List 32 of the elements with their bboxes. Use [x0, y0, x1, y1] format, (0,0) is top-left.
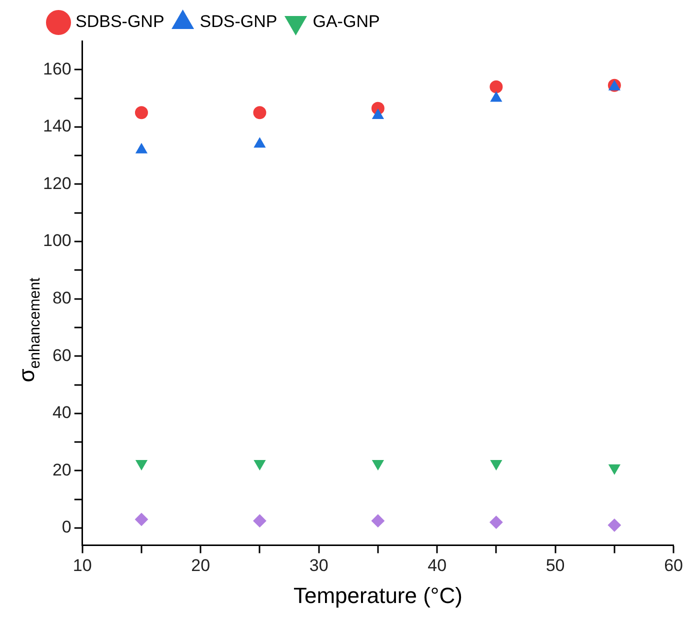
point — [490, 516, 503, 529]
y-tick-label: 0 — [62, 518, 72, 537]
x-tick-label: 20 — [191, 556, 210, 576]
legend-label: SDS-GNP — [200, 12, 278, 32]
y-tick-label: 20 — [52, 460, 72, 480]
legend-label: GA-GNP — [312, 12, 380, 32]
y-tick-label: 100 — [42, 231, 72, 250]
legend-label: SDBS-GNP — [76, 12, 164, 32]
point — [371, 514, 384, 528]
y-tick-label: 120 — [42, 174, 72, 193]
x-tick-label: 60 — [664, 556, 684, 576]
point — [253, 106, 266, 120]
point — [372, 108, 384, 119]
point — [608, 464, 620, 474]
x-tick-label: 40 — [428, 556, 447, 576]
y-tick-label: 160 — [42, 59, 72, 78]
y-tick-label: 140 — [42, 116, 72, 136]
y-tick-label: 80 — [52, 288, 72, 308]
point — [134, 106, 148, 120]
point — [490, 92, 502, 102]
point — [254, 138, 266, 148]
point — [608, 518, 621, 532]
y-tick-label: 40 — [52, 403, 72, 422]
x-tick-label: 30 — [309, 556, 328, 576]
point — [134, 512, 148, 526]
point — [253, 514, 266, 528]
x-tick-label: 50 — [546, 556, 565, 576]
x-tick-label: 10 — [72, 556, 92, 576]
y-tick-label: 60 — [52, 346, 72, 365]
point — [490, 80, 503, 94]
point — [136, 143, 148, 154]
x-axis-title: Temperature (°C) — [293, 582, 462, 608]
